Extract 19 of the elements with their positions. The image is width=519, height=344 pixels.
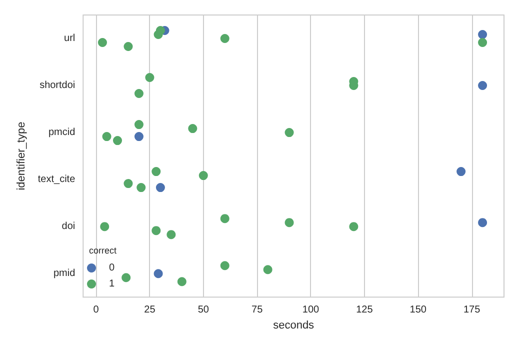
x-tick-label: 0 [93,304,100,316]
y-tick-label: url [64,33,76,44]
y-tick-label: pmcid [48,127,76,138]
x-axis-title: seconds [273,320,315,332]
x-tick-label: 100 [302,304,320,316]
legend-label: 0 [109,262,115,274]
x-tick-label: 25 [144,304,156,316]
y-axis-title: identifier_type [16,122,28,190]
x-tick-label: 125 [356,304,374,316]
legend-label: 1 [109,278,115,290]
legend-title: correct [89,246,118,256]
y-tick-label: text_cite [38,174,76,186]
y-tick-label: doi [62,221,76,232]
x-tick-label: 50 [198,304,210,316]
x-tick-label: 150 [410,304,427,316]
x-tick-label: 175 [463,304,481,316]
y-tick-label: pmid [53,268,76,280]
y-tick-label: shortdoi [40,80,76,92]
x-tick-label: 75 [252,304,264,316]
